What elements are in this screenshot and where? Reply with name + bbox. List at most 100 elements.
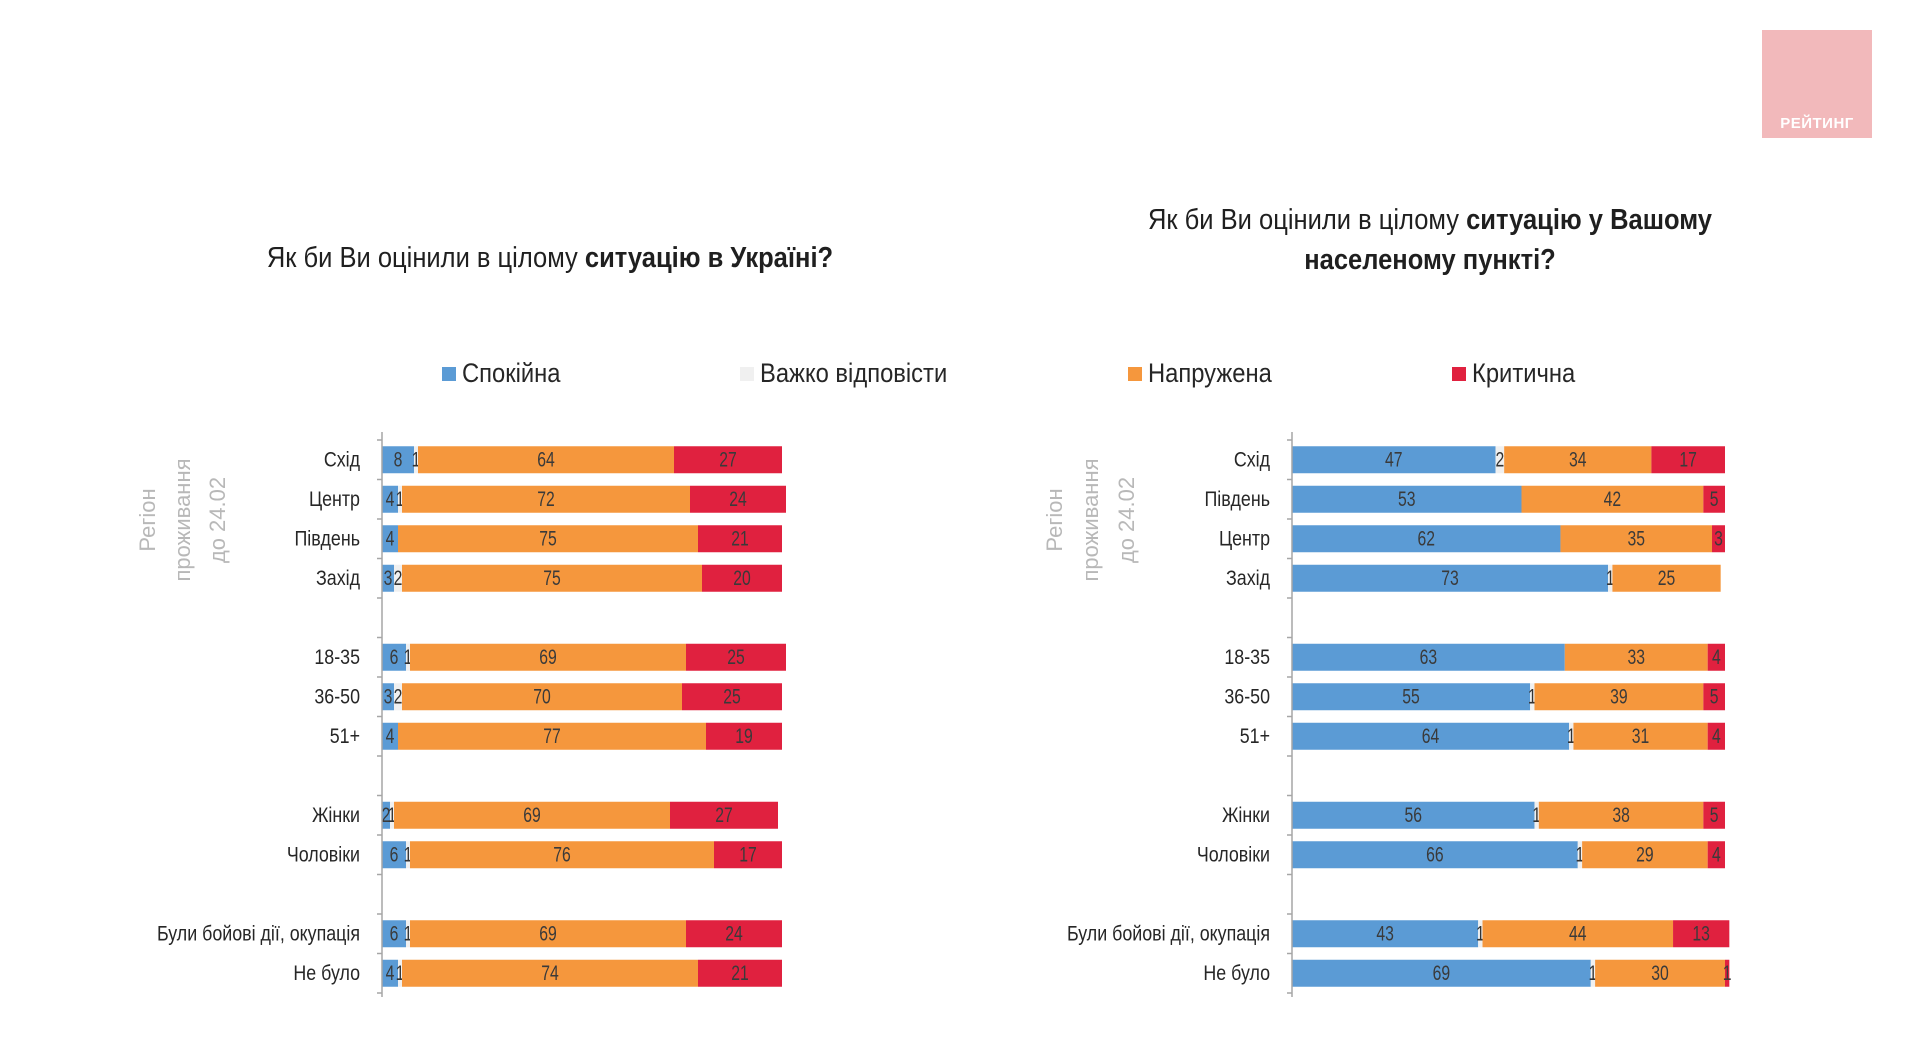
value-label-critical: 19	[735, 724, 753, 748]
value-label-calm: 8	[394, 448, 403, 472]
value-label-calm: 2	[382, 803, 391, 827]
chart-title-ukraine-plain: Як би Ви оцінили в цілому	[266, 242, 585, 274]
value-label-hard-to-say: 2	[394, 685, 403, 709]
value-label-tense: 31	[1632, 724, 1650, 748]
bar-segment-calm	[382, 920, 406, 948]
legend-label-critical: Критична	[1472, 358, 1576, 388]
bar-segment-tense	[410, 841, 714, 869]
bar-row: Були бойові дії, окупація 6 1 69 24	[157, 920, 782, 948]
bar-segment-tense	[1612, 564, 1721, 592]
value-label-critical: 21	[731, 527, 749, 551]
chart-title-locality-bold: ситуацію у Вашому населеному пункті?	[1304, 204, 1712, 276]
value-label-calm: 55	[1402, 685, 1420, 709]
value-label-critical: 17	[1679, 448, 1697, 472]
bar-segment-calm	[382, 446, 414, 474]
bar-segment-calm	[1292, 920, 1479, 948]
bar-row: Південь 4 75 21	[294, 525, 782, 553]
bar-row: Центр 4 1 72 24	[309, 485, 786, 513]
value-label-hard-to-say: 1	[1528, 685, 1537, 709]
bar-segment-calm	[1292, 446, 1496, 474]
bar-segment-calm	[1292, 841, 1578, 869]
category-label: Захід	[1226, 567, 1271, 591]
value-label-calm: 4	[386, 487, 395, 511]
bar-row: Центр 62 35 3	[1219, 525, 1725, 553]
category-label: 18-35	[1224, 646, 1270, 670]
value-label-hard-to-say: 1	[1576, 843, 1585, 867]
bar-segment-tense	[1504, 446, 1652, 474]
bar-segment-calm	[1292, 564, 1609, 592]
value-label-tense: 74	[541, 961, 559, 985]
value-label-tense: 75	[543, 566, 561, 590]
bar-segment-hard-to-say	[1534, 801, 1539, 829]
bar-segment-calm	[382, 485, 398, 513]
rating-logo-text: РЕЙТИНГ	[1780, 115, 1854, 132]
bar-segment-hard-to-say	[1608, 564, 1613, 592]
bar-segment-calm	[1292, 643, 1565, 671]
value-label-calm: 4	[386, 527, 395, 551]
bar-segment-calm	[382, 564, 394, 592]
bar-segment-critical	[702, 564, 782, 592]
category-label: Чоловіки	[1197, 843, 1270, 867]
category-label: Не було	[1203, 962, 1270, 986]
bar-segment-tense	[398, 722, 706, 750]
bar-row: 36-50 55 1 39 5	[1224, 683, 1725, 711]
bar-segment-tense	[1521, 485, 1704, 513]
value-label-hard-to-say: 1	[404, 645, 413, 669]
bar-segment-tense	[1564, 643, 1708, 671]
bar-segment-hard-to-say	[406, 643, 410, 671]
value-label-calm: 6	[390, 922, 399, 946]
bar-segment-calm	[1292, 801, 1535, 829]
bar-row: 18-35 63 33 4	[1224, 643, 1725, 671]
bar-segment-tense	[402, 564, 702, 592]
bar-row: 36-50 3 2 70 25	[314, 683, 782, 711]
bar-segment-tense	[410, 643, 686, 671]
bar-row: Південь 53 42 5	[1204, 485, 1725, 513]
value-label-tense: 70	[533, 685, 551, 709]
bar-segment-calm	[1292, 683, 1531, 711]
bar-segment-calm	[1292, 485, 1522, 513]
value-label-tense: 38	[1612, 803, 1630, 827]
bar-segment-calm	[382, 722, 398, 750]
bar-segment-hard-to-say	[406, 920, 410, 948]
bar-segment-critical	[1712, 525, 1725, 553]
legend-swatch-tense	[1128, 366, 1142, 381]
value-label-critical: 5	[1710, 803, 1719, 827]
category-label: 51+	[1240, 725, 1270, 749]
value-label-calm: 64	[1422, 724, 1440, 748]
chart-legend: Спокійна Важко відповісти Напружена Крит…	[0, 358, 1920, 398]
value-label-calm: 4	[386, 961, 395, 985]
bar-segment-hard-to-say	[394, 683, 402, 711]
value-label-tense: 35	[1627, 527, 1645, 551]
value-label-critical: 5	[1710, 685, 1719, 709]
bar-segment-calm	[1292, 959, 1591, 987]
value-label-critical: 4	[1712, 724, 1721, 748]
value-label-hard-to-say: 1	[1606, 566, 1615, 590]
value-label-hard-to-say: 1	[404, 922, 413, 946]
value-label-tense: 76	[553, 843, 571, 867]
legend-swatch-hard-to-say	[740, 366, 754, 381]
value-label-critical: 27	[719, 448, 737, 472]
bar-row: Схід 47 2 34 17	[1234, 446, 1725, 474]
value-label-hard-to-say: 1	[1476, 922, 1485, 946]
value-label-hard-to-say: 1	[396, 961, 405, 985]
bar-segment-critical	[686, 920, 782, 948]
bar-segment-hard-to-say	[1577, 841, 1583, 869]
bar-segment-tense	[418, 446, 674, 474]
group-label-region: проживання	[1078, 458, 1103, 581]
bar-row: Захід 73 1 25	[1226, 564, 1721, 592]
legend-item-hard-to-say: Важко відповісти	[740, 358, 973, 389]
value-label-tense: 72	[537, 487, 555, 511]
value-label-calm: 66	[1426, 843, 1444, 867]
legend-item-tense: Напружена	[1128, 358, 1289, 389]
value-label-calm: 3	[384, 685, 393, 709]
category-label: 51+	[330, 725, 360, 749]
bar-segment-tense	[402, 959, 698, 987]
value-label-critical: 20	[733, 566, 751, 590]
bar-segment-tense	[402, 683, 682, 711]
value-label-critical: 13	[1692, 922, 1710, 946]
bar-row: Чоловіки 66 1 29 4	[1197, 841, 1725, 869]
bar-segment-hard-to-say	[398, 485, 402, 513]
chart-title-locality: Як би Ви оцінили в цілому ситуацію у Ваш…	[1131, 200, 1729, 280]
